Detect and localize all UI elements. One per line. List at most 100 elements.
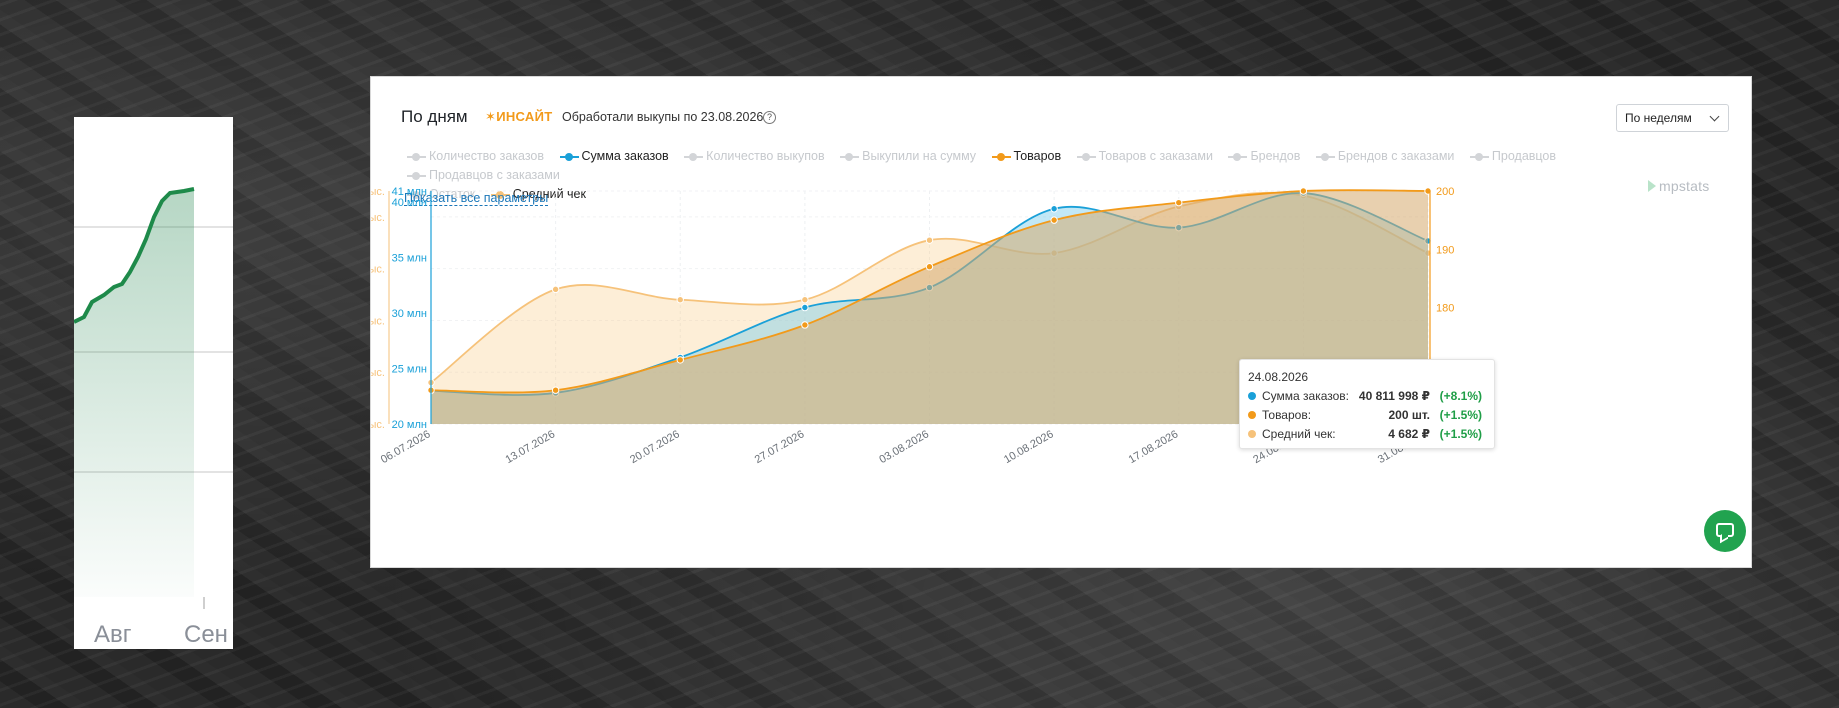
chat-button[interactable] <box>1704 510 1746 552</box>
data-point <box>551 285 560 294</box>
x-tick-label: 17.08.2026 <box>1127 428 1181 466</box>
legend-label: Выкупили на сумму <box>862 149 977 163</box>
period-select-value: По неделям <box>1625 111 1692 125</box>
data-point <box>676 296 684 304</box>
show-all-params-link[interactable]: Показать все параметры <box>404 191 549 206</box>
legend-marker-icon <box>490 190 510 200</box>
x-tick-label: 03.08.2026 <box>877 428 931 466</box>
data-point <box>1175 198 1183 207</box>
data-point <box>801 303 809 312</box>
data-point <box>1299 187 1308 195</box>
y-tick-goods: 180 <box>1436 303 1454 315</box>
tooltip-row: Товаров: 200 шт. (+1.5%) <box>1248 408 1486 427</box>
legend-label: Продавцов <box>1491 149 1557 163</box>
star-icon: ✶ <box>485 109 497 124</box>
y-tick-orders-sum: 25 млн <box>392 364 427 376</box>
tooltip-row: Сумма заказов: 40 811 998 ₽ (+8.1%) <box>1248 389 1486 408</box>
data-point <box>1050 216 1058 224</box>
legend-marker-icon <box>1315 152 1335 162</box>
legend-label: Товаров с заказами <box>1098 149 1213 163</box>
tooltip-row: Средний чек: 4 682 ₽ (+1.5%) <box>1248 427 1486 446</box>
y-tick-orders-sum: 30 млн <box>392 308 427 320</box>
tooltip-value: 40 811 998 ₽ <box>1358 389 1430 403</box>
y-tick-orders-sum: 41 млн <box>392 186 427 198</box>
legend-marker-icon <box>1469 152 1489 162</box>
legend-marker-icon <box>840 152 860 162</box>
tooltip-label: Сумма заказов: <box>1262 389 1350 403</box>
insight-badge[interactable]: ✶ИНСАЙТ <box>485 109 552 125</box>
x-tick-label: 10.08.2026 <box>1002 428 1056 466</box>
legend: Количество заказов Сумма заказов Количес… <box>407 147 1707 204</box>
series-dot-icon <box>1248 430 1256 438</box>
legend-item-goods-with-orders[interactable]: Товаров с заказами <box>1076 147 1213 166</box>
y-tick-avg-check: 4,7 тыс. <box>371 186 385 198</box>
side-x-tick: Авг <box>94 621 132 648</box>
brand-name: mpstats <box>1659 178 1710 194</box>
y-tick-orders-sum: 20 млн <box>392 419 427 431</box>
mpstats-logo: mpstats <box>1648 178 1709 194</box>
legend-marker-icon <box>407 171 426 181</box>
legend-label: Количество выкупов <box>706 149 825 163</box>
y-tick-orders-sum: 40 млн <box>392 197 427 209</box>
y-tick-orders-sum: 35 млн <box>392 253 427 265</box>
help-icon[interactable]: ? <box>763 111 776 124</box>
tooltip-value: 200 шт. <box>1388 408 1430 422</box>
legend-item-sellers-with-orders[interactable]: Продавцов с заказами <box>407 166 560 185</box>
legend-marker-icon <box>407 190 426 200</box>
legend-item-goods[interactable]: Товаров <box>991 147 1062 166</box>
x-tick-label: 06.07.2026 <box>379 428 433 466</box>
y-tick-avg-check: 4,2 тыс. <box>371 315 385 327</box>
legend-marker-icon <box>407 152 426 162</box>
legend-item-buyouts-count[interactable]: Количество выкупов <box>684 147 825 166</box>
side-x-tick: Сен <box>184 621 228 648</box>
tooltip-label: Товаров: <box>1262 408 1312 422</box>
data-point <box>801 321 809 329</box>
data-point <box>551 386 560 394</box>
tooltip-date: 24.08.2026 <box>1248 370 1309 384</box>
legend-label: Брендов с заказами <box>1337 149 1455 163</box>
legend-marker-icon <box>1228 152 1248 162</box>
legend-label: Товаров <box>1013 149 1062 163</box>
x-tick-label: 27.07.2026 <box>753 428 807 466</box>
data-point <box>1050 205 1058 213</box>
legend-label: Брендов <box>1250 149 1301 163</box>
legend-item-orders-sum[interactable]: Сумма заказов <box>559 147 669 166</box>
legend-item-sellers[interactable]: Продавцов <box>1469 147 1557 166</box>
legend-marker-icon <box>559 152 579 162</box>
series-dot-icon <box>1248 392 1256 400</box>
legend-label: Средний чек <box>512 187 586 201</box>
chart-panel: По дням ✶ИНСАЙТ Обработали выкупы по 23.… <box>371 77 1751 567</box>
y-tick-goods: 200 <box>1436 186 1454 198</box>
tooltip-label: Средний чек: <box>1262 427 1336 441</box>
legend-item-orders-count[interactable]: Количество заказов <box>407 147 544 166</box>
series-dot-icon <box>1248 411 1256 419</box>
y-tick-avg-check: 4,6 тыс. <box>371 212 385 224</box>
y-tick-goods: 190 <box>1436 244 1454 256</box>
chart-tooltip: 24.08.2026 Сумма заказов: 40 811 998 ₽ (… <box>1239 359 1495 449</box>
period-select[interactable]: По неделям <box>1616 104 1729 132</box>
side-chart-line <box>74 187 195 324</box>
tooltip-value: 4 682 ₽ <box>1388 427 1430 441</box>
page-title: По дням <box>401 107 468 126</box>
series-area <box>431 190 1428 424</box>
y-tick-avg-check: 3,8 тыс. <box>371 419 385 431</box>
chat-bubble-icon <box>1716 523 1734 537</box>
legend-item-brands-with-orders[interactable]: Брендов с заказами <box>1315 147 1455 166</box>
x-tick-label: 20.07.2026 <box>628 428 682 466</box>
legend-item-brands[interactable]: Брендов <box>1228 147 1300 166</box>
legend-item-avg-check[interactable]: Средний чек <box>490 185 586 204</box>
legend-item-buyouts-sum[interactable]: Выкупили на сумму <box>840 147 976 166</box>
legend-marker-icon <box>684 152 704 162</box>
data-point <box>925 236 934 244</box>
data-point <box>676 356 684 364</box>
tooltip-delta: (+1.5%) <box>1439 408 1482 422</box>
legend-marker-icon <box>991 152 1011 162</box>
tooltip-delta: (+1.5%) <box>1439 427 1482 441</box>
y-tick-avg-check: 4,4 тыс. <box>371 264 385 276</box>
legend-label: Количество заказов <box>429 149 545 163</box>
insight-label: ИНСАЙТ <box>496 109 553 124</box>
x-tick-label: 13.07.2026 <box>503 428 557 466</box>
legend-label: Сумма заказов <box>581 149 669 163</box>
data-point <box>925 263 934 271</box>
